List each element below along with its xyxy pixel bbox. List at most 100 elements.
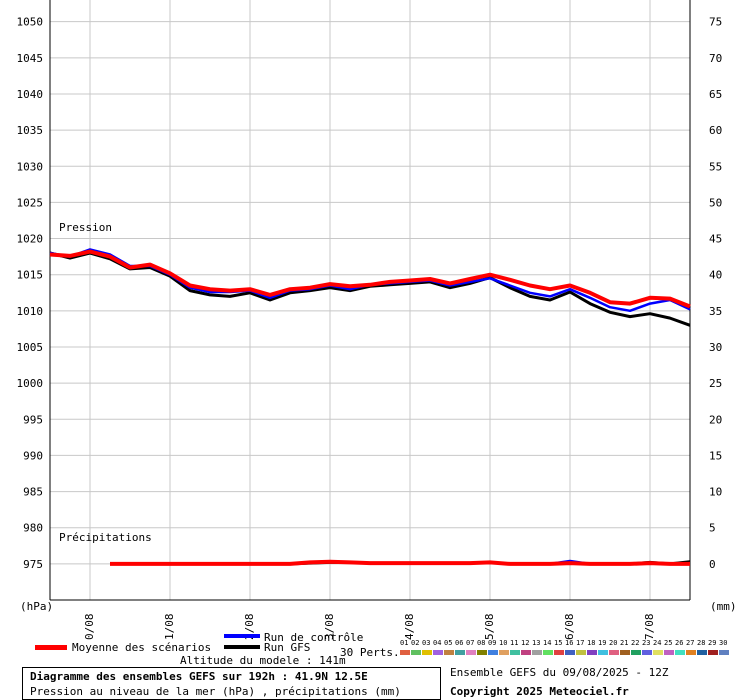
pert-swatch xyxy=(411,650,421,655)
left-tick-label: 1040 xyxy=(17,88,44,101)
left-tick-label: 1000 xyxy=(17,377,44,390)
date-tick-label: 16/08 xyxy=(563,613,576,640)
date-tick-label: 15/08 xyxy=(483,613,496,640)
right-tick-label: 75 xyxy=(709,16,722,29)
right-tick-label: 65 xyxy=(709,88,722,101)
right-tick-label: 15 xyxy=(709,449,722,462)
pressure-line-1 xyxy=(49,248,691,313)
legend-gfs-label: Run GFS xyxy=(264,641,311,654)
right-tick-label: 55 xyxy=(709,160,722,173)
right-tick-label: 30 xyxy=(709,341,722,354)
legend-perts-label: 30 Perts. xyxy=(340,646,400,659)
pert-number: 08 xyxy=(477,639,486,647)
pert-number: 23 xyxy=(642,639,651,647)
date-tick-label: 12/08 xyxy=(243,613,256,640)
footer-run-info: Ensemble GEFS du 09/08/2025 - 12Z xyxy=(450,666,669,679)
pert-number: 18 xyxy=(587,639,596,647)
left-tick-label: 975 xyxy=(23,558,43,571)
pert-number: 29 xyxy=(708,639,717,647)
pert-swatch xyxy=(587,650,597,655)
right-tick-label: 25 xyxy=(709,377,722,390)
left-tick-label: 1025 xyxy=(17,196,44,209)
pert-number: 05 xyxy=(444,639,453,647)
left-tick-label: 995 xyxy=(23,413,43,426)
pert-swatch xyxy=(455,650,465,655)
pert-swatch xyxy=(719,650,729,655)
pert-swatch xyxy=(609,650,619,655)
right-tick-label: 5 xyxy=(709,522,716,535)
pert-swatch xyxy=(400,650,410,655)
legend-control-swatch xyxy=(224,634,260,638)
pert-swatch xyxy=(433,650,443,655)
pert-swatch xyxy=(708,650,718,655)
pert-swatch xyxy=(620,650,630,655)
pert-number: 11 xyxy=(510,639,519,647)
pert-swatch xyxy=(653,650,663,655)
precip-line-0 xyxy=(110,559,690,566)
pert-number: 30 xyxy=(719,639,728,647)
left-tick-label: 1015 xyxy=(17,269,44,282)
pert-number: 10 xyxy=(499,639,508,647)
pert-swatch xyxy=(554,650,564,655)
left-tick-label: 1020 xyxy=(17,233,44,246)
right-tick-label: 20 xyxy=(709,413,722,426)
date-tick-label: 14/08 xyxy=(403,613,416,640)
pert-number: 20 xyxy=(609,639,618,647)
pert-number: 28 xyxy=(697,639,706,647)
pert-number: 12 xyxy=(521,639,530,647)
pert-swatch xyxy=(697,650,707,655)
pert-number: 19 xyxy=(598,639,607,647)
pert-number: 24 xyxy=(653,639,662,647)
right-tick-label: 70 xyxy=(709,52,722,65)
legend-gfs-swatch xyxy=(224,645,260,649)
left-tick-label: 1045 xyxy=(17,52,44,65)
left-tick-label: 985 xyxy=(23,486,43,499)
legend-mean-swatch xyxy=(35,645,67,650)
pert-swatch xyxy=(675,650,685,655)
pert-number: 06 xyxy=(455,639,464,647)
pert-number: 16 xyxy=(565,639,574,647)
pert-number: 15 xyxy=(554,639,563,647)
footer-title-box xyxy=(22,667,441,700)
pert-number: 22 xyxy=(631,639,640,647)
right-tick-label: 60 xyxy=(709,124,722,137)
pert-number: 02 xyxy=(411,639,420,647)
pert-swatch xyxy=(631,650,641,655)
pert-number: 01 xyxy=(400,639,409,647)
pert-swatch xyxy=(488,650,498,655)
left-unit-label: (hPa) xyxy=(20,600,53,613)
pert-swatch xyxy=(598,650,608,655)
left-tick-label: 1010 xyxy=(17,305,44,318)
pert-number: 25 xyxy=(664,639,673,647)
pert-number: 07 xyxy=(466,639,475,647)
pert-number: 21 xyxy=(620,639,629,647)
pressure-line-0 xyxy=(49,249,691,309)
footer-subtitle: Pression au niveau de la mer (hPa) , pré… xyxy=(30,685,401,698)
pressure-section-label: Pression xyxy=(59,221,112,234)
pert-swatch xyxy=(642,650,652,655)
right-tick-label: 45 xyxy=(709,233,722,246)
left-tick-label: 1050 xyxy=(17,16,44,29)
pert-swatch xyxy=(510,650,520,655)
legend-mean-label: Moyenne des scénarios xyxy=(72,641,212,654)
pert-number: 04 xyxy=(433,639,442,647)
date-tick-label: 17/08 xyxy=(643,613,656,640)
pert-swatch xyxy=(543,650,553,655)
date-tick-label: 11/08 xyxy=(163,613,176,640)
date-tick-label: 10/08 xyxy=(83,613,96,640)
pert-swatch xyxy=(576,650,586,655)
pert-swatch xyxy=(664,650,674,655)
pert-number: 13 xyxy=(532,639,541,647)
left-tick-label: 980 xyxy=(23,522,43,535)
gefs-ensemble-chart: 9759809859909951000100510101015102010251… xyxy=(17,0,737,640)
left-tick-label: 1030 xyxy=(17,160,44,173)
right-tick-label: 10 xyxy=(709,486,722,499)
left-tick-label: 1005 xyxy=(17,341,44,354)
pert-number: 17 xyxy=(576,639,585,647)
legend-control-label: Run de contrôle xyxy=(264,631,364,644)
pert-swatch xyxy=(477,650,487,655)
pert-number: 14 xyxy=(543,639,552,647)
date-tick-label: 13/08 xyxy=(323,613,336,640)
pert-swatch xyxy=(499,650,509,655)
pert-swatch xyxy=(466,650,476,655)
